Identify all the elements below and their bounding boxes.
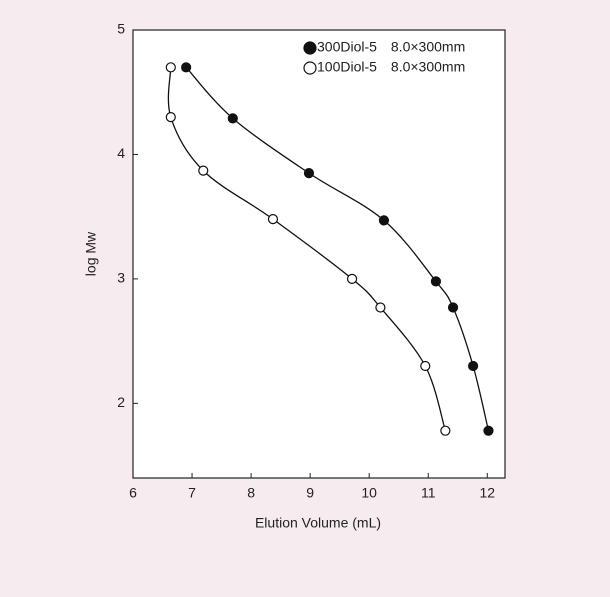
data-point xyxy=(165,62,176,73)
y-tick-label: 5 xyxy=(117,21,125,37)
data-point xyxy=(447,302,459,313)
fit-curve xyxy=(185,66,490,431)
x-tick-label: 11 xyxy=(421,485,436,501)
legend-label: 300Diol-5 8.0×300mm xyxy=(317,39,465,55)
data-point xyxy=(378,215,390,226)
legend-marker xyxy=(303,61,317,75)
x-tick-label: 8 xyxy=(247,485,255,501)
x-tick-label: 7 xyxy=(188,485,196,501)
data-point xyxy=(227,113,238,124)
data-point xyxy=(420,360,431,372)
data-point xyxy=(267,214,279,225)
plot-area xyxy=(132,29,506,479)
data-point xyxy=(346,273,358,284)
data-point xyxy=(483,425,494,436)
data-point xyxy=(303,168,315,179)
x-tick-label: 10 xyxy=(361,485,377,501)
x-tick-label: 6 xyxy=(129,485,137,501)
data-point xyxy=(375,302,386,313)
x-tick-label: 9 xyxy=(306,485,314,501)
data-point xyxy=(430,276,442,287)
data-point xyxy=(198,165,209,176)
legend-label: 100Diol-5 8.0×300mm xyxy=(317,59,465,75)
x-tick-label: 12 xyxy=(479,485,495,501)
y-tick-label: 3 xyxy=(117,270,125,286)
data-point xyxy=(181,62,192,73)
y-tick-label: 4 xyxy=(117,145,125,161)
data-point xyxy=(165,112,176,123)
data-point xyxy=(440,425,451,436)
legend-marker xyxy=(303,41,317,55)
x-axis-label: Elution Volume (mL) xyxy=(255,515,381,531)
y-tick-label: 2 xyxy=(117,394,125,410)
y-axis-label: log Mw xyxy=(83,231,99,276)
fit-curve xyxy=(167,67,446,431)
data-point xyxy=(468,360,479,372)
